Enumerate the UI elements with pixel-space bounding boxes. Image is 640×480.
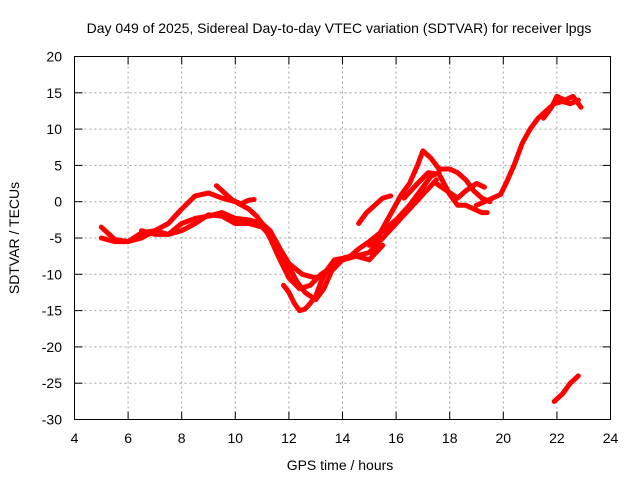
x-axis-title: GPS time / hours (287, 457, 394, 473)
x-tick-label: 10 (228, 430, 244, 446)
ticks: 4 6 8 10 12 14 16 18 20 22 24 -30 -25 -20 -15 -10 -5 0 5 10… (42, 49, 619, 447)
chart-title: Day 049 of 2025, Sidereal Day-to-day VTE… (87, 20, 592, 36)
x-tick-label: 8 (178, 430, 186, 446)
series-line-track-j (474, 97, 581, 208)
series-line-track-h (401, 170, 490, 216)
y-axis-title: SDTVAR / TECUs (6, 182, 22, 294)
y-tick-label: 15 (46, 85, 62, 101)
series-layer (98, 93, 584, 404)
series-line-track-f (356, 193, 394, 226)
x-tick-label: 4 (71, 430, 79, 446)
y-tick-label: -30 (42, 412, 62, 428)
y-tick-label: 5 (54, 157, 62, 173)
x-tick-label: 16 (388, 430, 404, 446)
y-tick-label: 10 (46, 121, 62, 137)
y-tick-label: -5 (50, 230, 63, 246)
grid (74, 56, 611, 420)
series-line-track-d (281, 170, 442, 314)
x-tick-label: 6 (124, 430, 132, 446)
y-tick-label: -25 (42, 375, 62, 391)
series-line-track-l (551, 373, 581, 404)
x-tick-label: 20 (496, 430, 512, 446)
series-line-track-k (541, 93, 584, 121)
series-line-track-c (139, 177, 439, 281)
y-tick-label: 20 (46, 49, 62, 65)
x-tick-label: 22 (549, 430, 565, 446)
y-tick-label: 0 (54, 194, 62, 210)
x-tick-label: 24 (603, 430, 619, 446)
y-tick-label: -10 (42, 266, 62, 282)
y-tick-label: -15 (42, 303, 62, 319)
series-line-track-i (433, 181, 487, 201)
y-tick-label: -20 (42, 339, 62, 355)
x-tick-label: 14 (335, 430, 351, 446)
x-tick-label: 18 (442, 430, 458, 446)
x-tick-label: 12 (281, 430, 297, 446)
series-line-track-e (214, 183, 257, 207)
